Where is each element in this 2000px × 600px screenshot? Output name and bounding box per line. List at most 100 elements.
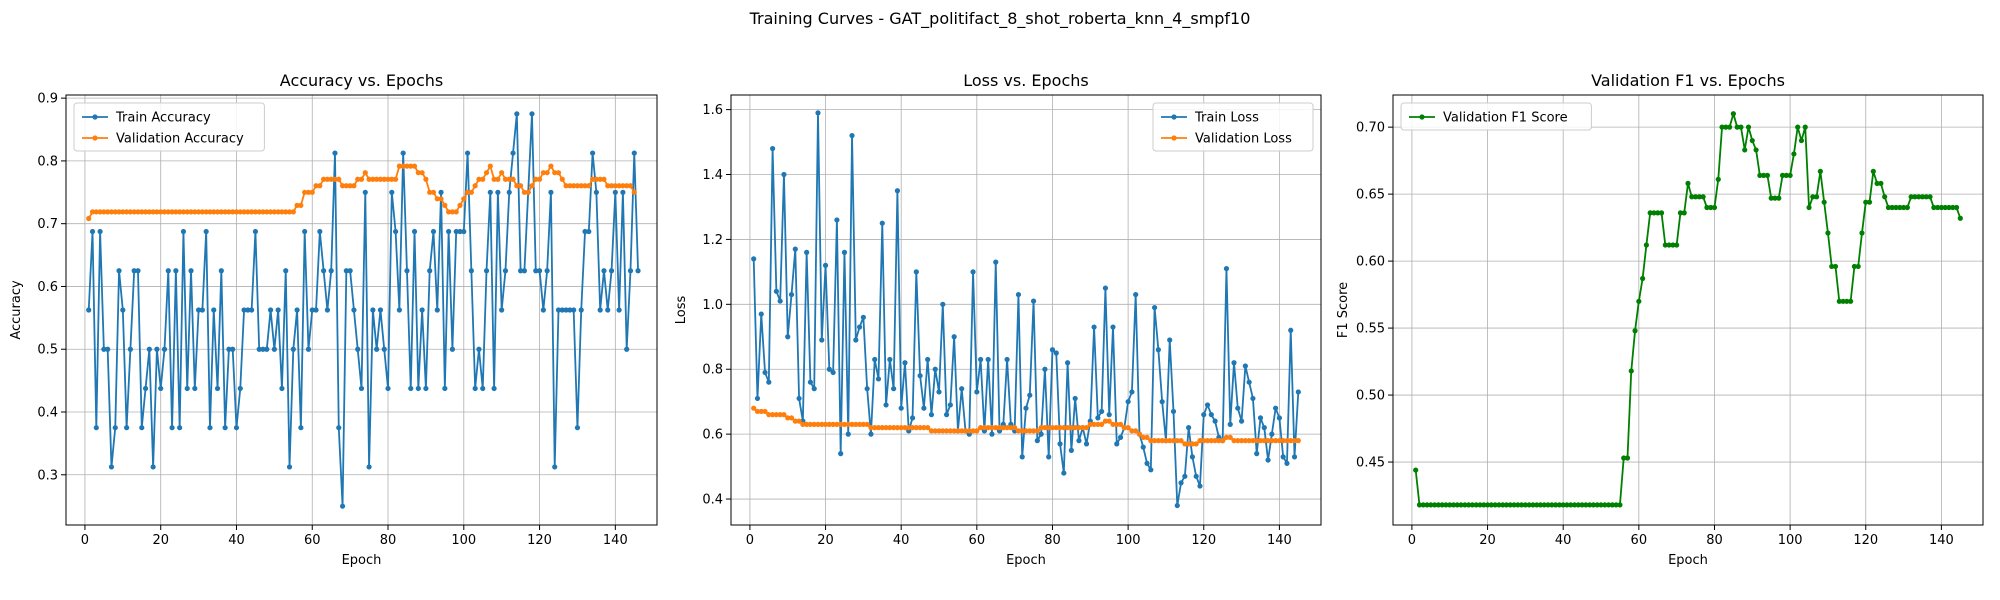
data-point (1863, 199, 1869, 205)
data-point (612, 183, 618, 189)
data-point (1295, 438, 1301, 444)
data-point (853, 337, 859, 343)
data-point (830, 421, 836, 427)
data-point (1882, 194, 1888, 200)
x-axis-label: Epoch (1006, 553, 1046, 568)
data-point (993, 425, 999, 431)
data-point (1870, 168, 1876, 174)
data-point (1015, 291, 1022, 298)
data-point (785, 334, 791, 340)
data-point (339, 503, 346, 509)
data-point (811, 421, 817, 427)
data-point (1189, 454, 1196, 460)
data-point (943, 412, 950, 418)
data-point (1500, 502, 1506, 508)
data-point (1772, 195, 1778, 201)
data-point (1257, 415, 1264, 421)
data-point (830, 369, 836, 376)
legend-swatch-marker (1171, 114, 1177, 120)
data-point (597, 307, 603, 313)
data-point (116, 268, 122, 274)
data-point (127, 346, 133, 352)
data-point (792, 246, 798, 252)
data-point (1700, 194, 1706, 200)
data-point (290, 346, 296, 352)
data-point (1288, 327, 1294, 333)
data-point (1223, 266, 1230, 272)
data-point (898, 425, 904, 431)
data-point (453, 209, 459, 215)
data-point (620, 189, 626, 195)
data-point (1291, 454, 1298, 460)
data-point (438, 196, 444, 202)
data-point (1261, 438, 1267, 444)
data-point (336, 425, 342, 431)
data-point (1053, 425, 1059, 431)
data-point (1216, 438, 1222, 444)
data-point (1689, 194, 1695, 200)
data-point (264, 346, 270, 352)
data-point (1049, 347, 1056, 353)
data-point (815, 421, 821, 427)
data-point (1556, 502, 1563, 508)
data-point (1129, 389, 1135, 395)
data-point (1027, 392, 1033, 398)
data-point (1027, 428, 1033, 434)
data-point (1186, 441, 1192, 447)
data-point (1155, 438, 1161, 444)
data-point (856, 324, 863, 330)
data-point (925, 356, 931, 363)
data-point (358, 176, 365, 182)
data-point (1254, 438, 1260, 444)
data-point (1269, 438, 1275, 444)
data-point (586, 228, 592, 235)
data-point (169, 425, 175, 431)
data-point (1110, 324, 1116, 330)
data-point (1008, 425, 1014, 431)
data-point (913, 425, 919, 431)
data-point (1583, 502, 1589, 508)
data-point (1416, 502, 1423, 508)
data-point (1859, 230, 1865, 236)
data-point (872, 356, 878, 363)
data-point (1231, 360, 1237, 366)
data-point (427, 189, 433, 195)
data-point (408, 163, 414, 169)
data-point (313, 183, 319, 189)
data-point (788, 415, 795, 421)
data-point (139, 425, 145, 431)
data-point (555, 170, 562, 176)
plot-frame (730, 94, 1322, 526)
data-point (1432, 502, 1438, 508)
data-point (358, 385, 365, 392)
data-point (593, 176, 599, 182)
y-tick-label: 0.60 (1356, 255, 1385, 270)
data-point (1927, 194, 1933, 200)
data-point (1167, 438, 1173, 444)
data-point (256, 346, 262, 352)
data-point (766, 379, 772, 385)
y-tick-label: 0.8 (702, 363, 723, 378)
data-point (483, 268, 490, 274)
data-point (1545, 502, 1551, 508)
data-point (1439, 502, 1445, 508)
data-point (1821, 199, 1827, 205)
data-point (1046, 454, 1052, 460)
data-point (286, 209, 293, 215)
data-point (819, 421, 825, 427)
data-point (1034, 438, 1040, 444)
data-point (457, 202, 463, 208)
data-point (396, 163, 402, 169)
data-point (328, 176, 334, 182)
data-point (1291, 438, 1298, 444)
data-point (1636, 298, 1642, 304)
data-point (336, 176, 342, 182)
data-point (822, 421, 829, 427)
data-point (324, 176, 330, 182)
data-point (381, 346, 387, 352)
data-point (624, 183, 630, 189)
data-point (1518, 502, 1525, 508)
data-point (624, 346, 630, 352)
data-point (135, 268, 141, 274)
data-point (506, 176, 512, 182)
